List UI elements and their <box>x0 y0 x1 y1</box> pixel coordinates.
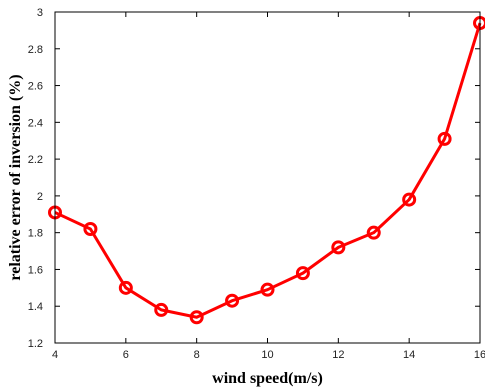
x-tick-label: 4 <box>52 349 58 361</box>
y-axis-label: relative error of inversion (%) <box>7 74 24 280</box>
plot-frame <box>54 11 481 344</box>
x-tick-label: 8 <box>194 349 200 361</box>
data-point-marker <box>331 240 346 255</box>
y-tick-label: 1.4 <box>28 301 43 313</box>
data-point-marker <box>260 282 275 297</box>
y-tick-label: 2.4 <box>28 117 43 129</box>
data-point-marker <box>295 266 310 281</box>
y-tick-label: 1.6 <box>28 264 43 276</box>
data-point-marker <box>189 310 204 325</box>
x-tick-label: 10 <box>261 349 273 361</box>
x-tick-label: 12 <box>332 349 344 361</box>
data-point-marker <box>154 302 169 317</box>
x-axis-label: wind speed(m/s) <box>212 370 323 387</box>
data-point-marker <box>366 225 381 240</box>
x-axis-ticks: 4 6 8 10 12 14 16 <box>52 12 485 361</box>
data-point-marker <box>83 221 98 236</box>
y-tick-label: 2.8 <box>28 44 43 56</box>
y-tick-label: 2 <box>37 191 43 203</box>
x-tick-label: 16 <box>474 349 485 361</box>
data-point-marker <box>437 131 452 146</box>
y-tick-label: 2.2 <box>28 154 43 166</box>
y-tick-label: 1.2 <box>28 338 43 350</box>
data-point-marker <box>118 280 133 295</box>
y-axis-ticks: 1.2 1.4 1.6 1.8 2 2.2 2.4 2.6 2.8 3 <box>28 7 480 350</box>
y-tick-label: 1.8 <box>28 228 43 240</box>
data-point-marker <box>402 192 417 207</box>
series-group <box>48 16 485 325</box>
series-line <box>54 22 482 319</box>
y-tick-label: 2.6 <box>28 81 43 93</box>
x-tick-label: 6 <box>123 349 129 361</box>
data-point-marker <box>225 293 240 308</box>
x-tick-label: 14 <box>403 349 415 361</box>
y-tick-label: 3 <box>37 7 43 19</box>
